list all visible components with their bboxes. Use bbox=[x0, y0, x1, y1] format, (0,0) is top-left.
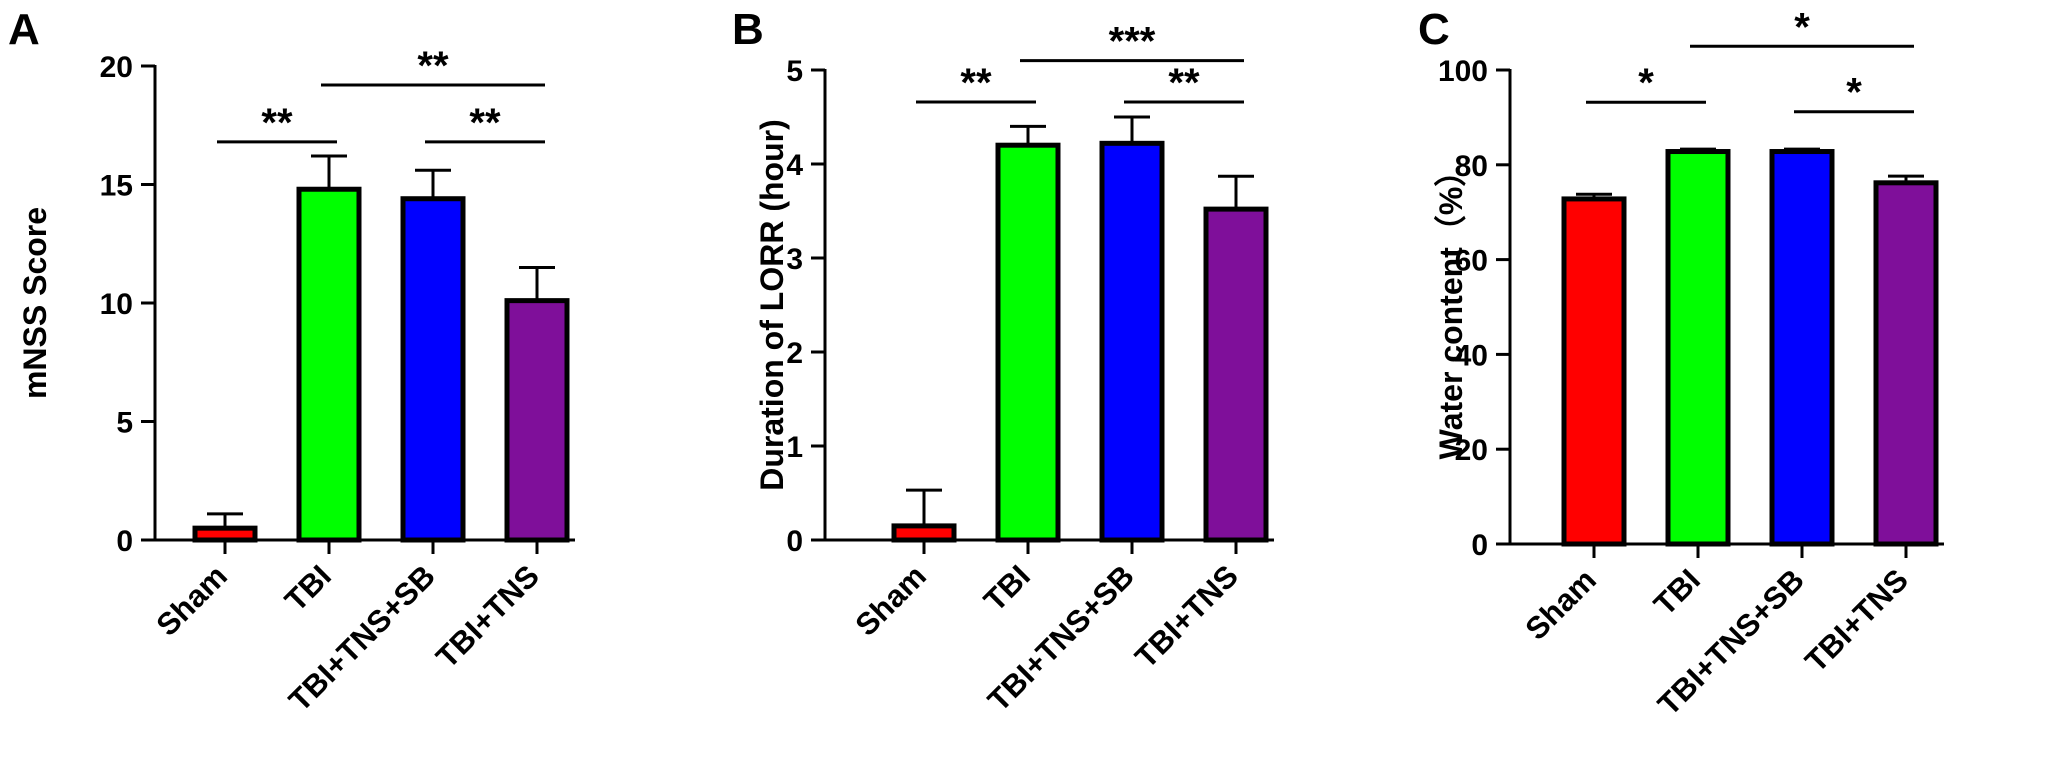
y-tick-label: 100 bbox=[1438, 55, 1488, 88]
y-tick-label: 5 bbox=[116, 407, 133, 440]
y-tick-label: 0 bbox=[1471, 529, 1488, 562]
category-label: Sham bbox=[1519, 562, 1603, 646]
bar-tbi bbox=[1665, 149, 1731, 547]
y-axis-title: Water content（%） bbox=[1433, 155, 1469, 460]
y-tick-label: 10 bbox=[100, 288, 133, 321]
significance-label: * bbox=[1794, 5, 1810, 49]
bar-tbi-plus-tns-plus-sb bbox=[1099, 140, 1165, 543]
panel-letter: C bbox=[1418, 5, 1450, 54]
y-tick-label: 0 bbox=[116, 525, 133, 558]
y-tick-label: 40 bbox=[1455, 339, 1488, 372]
y-tick-label: 15 bbox=[100, 170, 133, 203]
bar-tbi-plus-tns bbox=[504, 298, 570, 543]
bar-tbi-plus-tns bbox=[1203, 206, 1269, 543]
category-label: TBI bbox=[977, 558, 1037, 618]
bar-tbi bbox=[995, 142, 1061, 543]
bar-sham bbox=[192, 525, 258, 543]
significance-label: * bbox=[1638, 61, 1654, 105]
panel-letter: B bbox=[732, 5, 764, 54]
bar-tbi-plus-tns-plus-sb bbox=[1769, 149, 1835, 547]
y-tick-label: 5 bbox=[786, 55, 803, 88]
significance-label: *** bbox=[1109, 20, 1156, 64]
bar-sham bbox=[1561, 196, 1627, 547]
significance-label: ** bbox=[960, 61, 992, 105]
category-label: Sham bbox=[849, 558, 933, 642]
significance-label: ** bbox=[469, 101, 501, 145]
category-label: TBI+TNS bbox=[1798, 562, 1915, 679]
category-label: TBI+TNS bbox=[1128, 558, 1245, 675]
y-tick-label: 60 bbox=[1455, 245, 1488, 278]
panel-c: C 0 20 40 60 80 100 Water content（%） Sham TBI TBI+… bbox=[1418, 5, 1944, 722]
significance-label: * bbox=[1846, 71, 1862, 115]
category-label: Sham bbox=[150, 558, 234, 642]
y-tick-label: 4 bbox=[786, 149, 803, 182]
significance-label: ** bbox=[1168, 61, 1200, 105]
y-axis-title: mNSS Score bbox=[17, 207, 53, 399]
y-tick-label: 2 bbox=[786, 337, 803, 370]
panel-b: B 0 1 2 3 4 5 Duration of LORR (hour) Sham TBI TBI… bbox=[732, 5, 1274, 718]
bar-tbi bbox=[296, 186, 362, 543]
y-tick-label: 0 bbox=[786, 525, 803, 558]
bar-tbi-plus-tns bbox=[1873, 180, 1939, 547]
category-label: TBI bbox=[278, 558, 338, 618]
category-label: TBI+TNS bbox=[429, 558, 546, 675]
y-tick-label: 1 bbox=[786, 431, 803, 464]
y-tick-label: 3 bbox=[786, 243, 803, 276]
y-tick-label: 80 bbox=[1455, 150, 1488, 183]
category-label: TBI bbox=[1647, 562, 1707, 622]
bar-sham bbox=[891, 523, 957, 543]
significance-label: ** bbox=[417, 44, 449, 88]
panel-letter: A bbox=[8, 5, 40, 54]
bar-tbi-plus-tns-plus-sb bbox=[400, 196, 466, 543]
y-axis-title: Duration of LORR (hour) bbox=[754, 119, 790, 490]
y-tick-label: 20 bbox=[1455, 434, 1488, 467]
significance-label: ** bbox=[261, 101, 293, 145]
y-tick-label: 20 bbox=[100, 51, 133, 84]
